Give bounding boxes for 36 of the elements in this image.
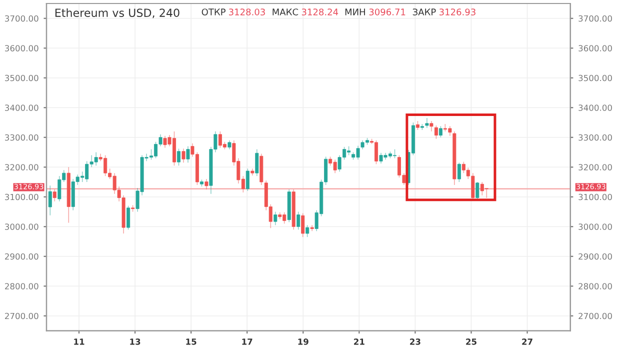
y2-tick-label: 3100.00: [578, 194, 612, 200]
y2-tick-label: 3400.00: [578, 104, 612, 111]
y-tick-label: 3400.00: [5, 104, 38, 111]
x-tick-label: 27: [522, 338, 532, 345]
x-tick-label: 21: [354, 338, 364, 345]
x-tick-label: 19: [298, 338, 308, 345]
y2-tick-label: 2800.00: [578, 283, 612, 290]
y-tick-label: 2800.00: [5, 283, 38, 290]
y-tick-label: 3100.00: [5, 194, 38, 200]
chart-title: Ethereum vs USD, 240: [55, 8, 180, 18]
y-tick-label: 3700.00: [5, 15, 38, 22]
y2-tick-label: 3700.00: [578, 15, 612, 22]
y2-tick-label: 3600.00: [578, 45, 612, 52]
y-tick-label: 3000.00: [5, 224, 38, 230]
y2-tick-label: 2700.00: [578, 312, 612, 320]
y-tick-label: 3600.00: [5, 45, 38, 52]
y-tick-label: 2900.00: [5, 253, 38, 260]
annotation: ОТКР 3128.03: [202, 8, 265, 16]
x-tick-label: 23: [410, 338, 420, 345]
y2-tick-label: 3500.00: [578, 74, 612, 82]
x-tick-label: 25: [466, 338, 476, 345]
x-tick-label: 17: [242, 338, 252, 345]
annotation: ЗАКР 3126.93: [412, 8, 476, 16]
y-tick-label: 3500.00: [5, 74, 38, 82]
x-tick-label: 11: [74, 338, 84, 345]
annotation: МИН 3096.71: [345, 8, 406, 16]
y-tick-label: 3200.00: [5, 164, 38, 170]
y2-tick-label: 3200.00: [578, 164, 612, 170]
x-tick-label: 13: [130, 338, 140, 345]
x-tick-label: 15: [186, 338, 196, 345]
y-tick-label: 2700.00: [5, 312, 38, 320]
y2-tick-label: 2900.00: [578, 253, 612, 260]
annotation: МАКС 3128.24: [272, 8, 338, 16]
y-tick-label: 3300.00: [5, 134, 38, 141]
y2-tick-label: 3000.00: [578, 224, 612, 230]
y2-tick-label: 3300.00: [578, 134, 612, 141]
